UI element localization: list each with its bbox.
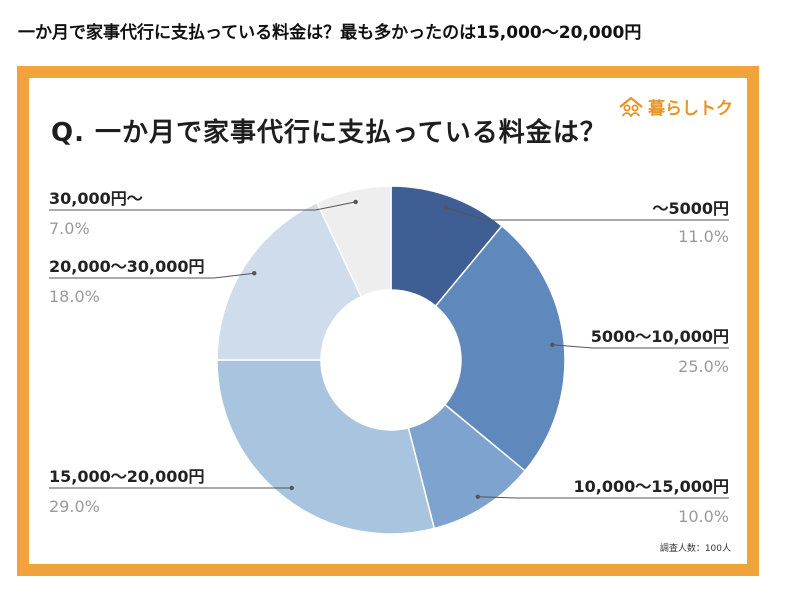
donut-hole (321, 290, 461, 430)
infographic-frame: 暮らしトク Q. 一か月で家事代行に支払っている料金は？ ～5000円 11.0%… (17, 66, 759, 576)
brand-logo: 暮らしトク (618, 94, 733, 119)
donut-slice (315, 185, 392, 298)
donut-slice (216, 359, 436, 535)
slice-label: 10,000～15,000円 (574, 477, 730, 496)
slice-label: 5000～10,000円 (591, 327, 729, 346)
slice-label: 15,000～20,000円 (49, 467, 205, 486)
donut-slice (216, 201, 363, 361)
house-people-icon (619, 96, 643, 118)
leader-line (477, 496, 729, 499)
leader-line (49, 272, 255, 279)
leader-dot (252, 270, 257, 276)
question-title: Q. 一か月で家事代行に支払っている料金は？ (51, 118, 607, 148)
logo-text: 暮らしトク (648, 99, 733, 119)
infographic-card: 暮らしトク Q. 一か月で家事代行に支払っている料金は？ ～5000円 11.0%… (29, 78, 747, 564)
slice-label: ～5000円 (652, 199, 729, 218)
slice-value: 18.0% (49, 287, 100, 306)
survey-footnote: 調査人数：100人 (659, 544, 731, 554)
slice-value: 25.0% (678, 357, 729, 376)
slice-label: 20,000～30,000円 (49, 257, 205, 276)
slice-value: 10.0% (678, 507, 729, 526)
slice-value: 29.0% (49, 497, 100, 516)
leader-line (445, 207, 729, 221)
slice-label: 30,000円～ (49, 189, 143, 208)
donut-chart: ～5000円 11.0% 5000～10,000円 25.0% 10,000～15,00… (49, 185, 730, 535)
leader-line (49, 201, 356, 211)
slice-value: 11.0% (678, 227, 729, 246)
slice-value: 7.0% (49, 219, 90, 238)
headline: 一か月で家事代行に支払っている料金は？最も多かったのは15,000～20,000… (18, 23, 642, 43)
leader-line (552, 344, 729, 349)
